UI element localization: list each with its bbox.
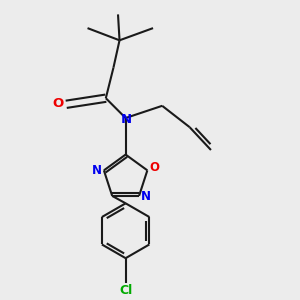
Text: N: N bbox=[141, 190, 151, 203]
Text: Cl: Cl bbox=[119, 284, 132, 297]
Text: O: O bbox=[149, 161, 159, 174]
Text: N: N bbox=[92, 164, 102, 178]
Text: N: N bbox=[121, 113, 132, 126]
Text: O: O bbox=[52, 97, 63, 110]
